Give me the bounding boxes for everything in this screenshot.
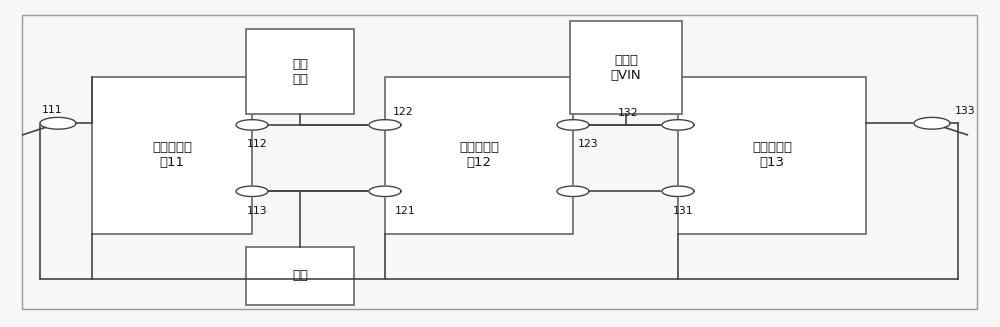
Polygon shape [40, 117, 76, 129]
Polygon shape [557, 186, 589, 197]
Text: 122: 122 [393, 107, 414, 117]
Polygon shape [236, 186, 268, 197]
Bar [92, 77, 252, 234]
Polygon shape [369, 120, 401, 130]
Text: 开关电源电
路11: 开关电源电 路11 [152, 141, 192, 169]
Text: 133: 133 [955, 106, 976, 116]
Text: 123: 123 [578, 139, 599, 149]
Polygon shape [662, 186, 694, 197]
Text: 预设
电压: 预设 电压 [292, 58, 308, 86]
Text: 132: 132 [618, 108, 639, 118]
Text: 过压侦测电
路12: 过压侦测电 路12 [459, 141, 499, 169]
Text: 电源信
号VIN: 电源信 号VIN [611, 54, 641, 82]
Bar [570, 21, 682, 114]
Text: 输入控制电
路13: 输入控制电 路13 [752, 141, 792, 169]
Text: 121: 121 [395, 206, 416, 216]
Polygon shape [662, 120, 694, 130]
Bar [678, 77, 866, 234]
Text: 113: 113 [247, 206, 268, 216]
Text: 112: 112 [247, 139, 268, 149]
Bar [385, 77, 573, 234]
Polygon shape [369, 186, 401, 197]
Text: 111: 111 [42, 105, 63, 115]
Text: 131: 131 [673, 206, 694, 216]
Polygon shape [236, 120, 268, 130]
Bar [246, 29, 354, 114]
Polygon shape [914, 117, 950, 129]
Bar [246, 247, 354, 305]
Text: 负载: 负载 [292, 269, 308, 282]
Polygon shape [557, 120, 589, 130]
